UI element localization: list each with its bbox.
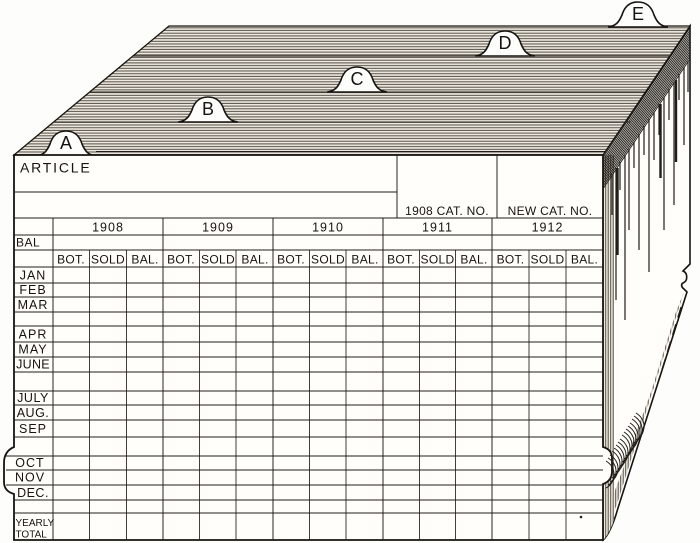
index-tab-d-shape bbox=[474, 30, 536, 57]
month-label-feb: FEB bbox=[19, 283, 46, 297]
index-tab-e: E bbox=[607, 1, 669, 28]
index-tab-c-label: C bbox=[351, 69, 364, 89]
subcol-header: SOLD bbox=[421, 253, 455, 267]
month-label-oct: OCT bbox=[15, 456, 44, 470]
yearly-total-label-line2: TOTAL bbox=[16, 530, 48, 541]
index-tab-b-shape bbox=[177, 96, 239, 123]
stack-right-side bbox=[602, 23, 691, 542]
month-label-dec: DEC. bbox=[17, 486, 49, 500]
month-label-nov: NOV bbox=[15, 471, 45, 485]
subcol-header: SOLD bbox=[311, 253, 345, 267]
index-tab-a-shape bbox=[35, 130, 97, 157]
new-cat-no-label: NEW CAT. NO. bbox=[508, 204, 593, 218]
index-tab-a-label: A bbox=[60, 133, 72, 153]
index-tab-b-label: B bbox=[202, 99, 214, 119]
year-header-1912: 1912 bbox=[532, 221, 564, 235]
month-label-july: JULY bbox=[17, 391, 49, 405]
record-card-outline bbox=[3, 154, 613, 541]
month-label-sep: SEP bbox=[19, 422, 47, 436]
notch-fan-curls bbox=[605, 412, 645, 489]
month-label-may: MAY bbox=[18, 343, 47, 357]
subcol-header: BAL. bbox=[241, 253, 268, 267]
grid-vertical-lines bbox=[52, 155, 498, 540]
grid-horizontal-lines bbox=[6, 191, 603, 514]
subcol-header: BAL. bbox=[460, 253, 487, 267]
subcol-header: SOLD bbox=[531, 253, 565, 267]
lower-edge-hatch bbox=[605, 292, 684, 535]
old-cat-no-label: 1908 CAT. NO. bbox=[405, 204, 489, 218]
index-tab-d: D bbox=[474, 30, 536, 57]
index-tab-e-label: E bbox=[632, 4, 644, 24]
index-tab-a: A bbox=[35, 130, 97, 157]
ink-speck bbox=[579, 515, 583, 519]
year-header-1911: 1911 bbox=[422, 221, 453, 235]
subcol-header: BOT. bbox=[387, 253, 415, 267]
month-label-apr: APR bbox=[19, 328, 48, 342]
year-header-1910: 1910 bbox=[312, 221, 344, 235]
month-label-jan: JAN bbox=[20, 269, 47, 283]
card-right-edges-hatch bbox=[603, 155, 614, 540]
month-label-mar: MAR bbox=[18, 298, 49, 312]
subcol-header: BOT. bbox=[497, 253, 525, 267]
hanging-hatch-streaks-bold bbox=[616, 80, 678, 255]
subcol-header: BOT. bbox=[167, 253, 195, 267]
year-header-1909: 1909 bbox=[202, 221, 234, 235]
subcol-header: BAL. bbox=[131, 253, 158, 267]
subcol-header: BOT. bbox=[57, 253, 85, 267]
balance-row-label: BAL bbox=[16, 236, 40, 250]
subcol-header: BOT. bbox=[277, 253, 305, 267]
yearly-total-label-line1: YEARLY bbox=[16, 518, 55, 529]
subcol-header: SOLD bbox=[201, 253, 235, 267]
subcol-header: SOLD bbox=[91, 253, 125, 267]
year-header-1908: 1908 bbox=[92, 221, 124, 235]
month-label-aug: AUG. bbox=[17, 406, 50, 420]
index-tabs: A B C D E bbox=[35, 1, 669, 157]
index-tab-c: C bbox=[326, 66, 388, 93]
index-tab-d-label: D bbox=[499, 33, 512, 53]
subcol-header: BAL. bbox=[351, 253, 378, 267]
rear-card-edge-dashes bbox=[638, 306, 682, 446]
index-tab-c-shape bbox=[326, 66, 388, 93]
grid-subcolumn-lines bbox=[89, 250, 567, 540]
month-label-june: JUNE bbox=[16, 358, 50, 372]
top-edge-band-hatch bbox=[603, 27, 690, 190]
article-label: ARTICLE bbox=[20, 160, 91, 176]
record-card: ARTICLE 1908 CAT. NO. NEW CAT. NO. BAL 1… bbox=[3, 154, 613, 541]
index-tab-e-shape bbox=[607, 1, 669, 28]
hanging-hatch-streaks bbox=[611, 61, 689, 320]
index-tab-b: B bbox=[177, 96, 239, 123]
subcol-header: BAL. bbox=[571, 253, 598, 267]
